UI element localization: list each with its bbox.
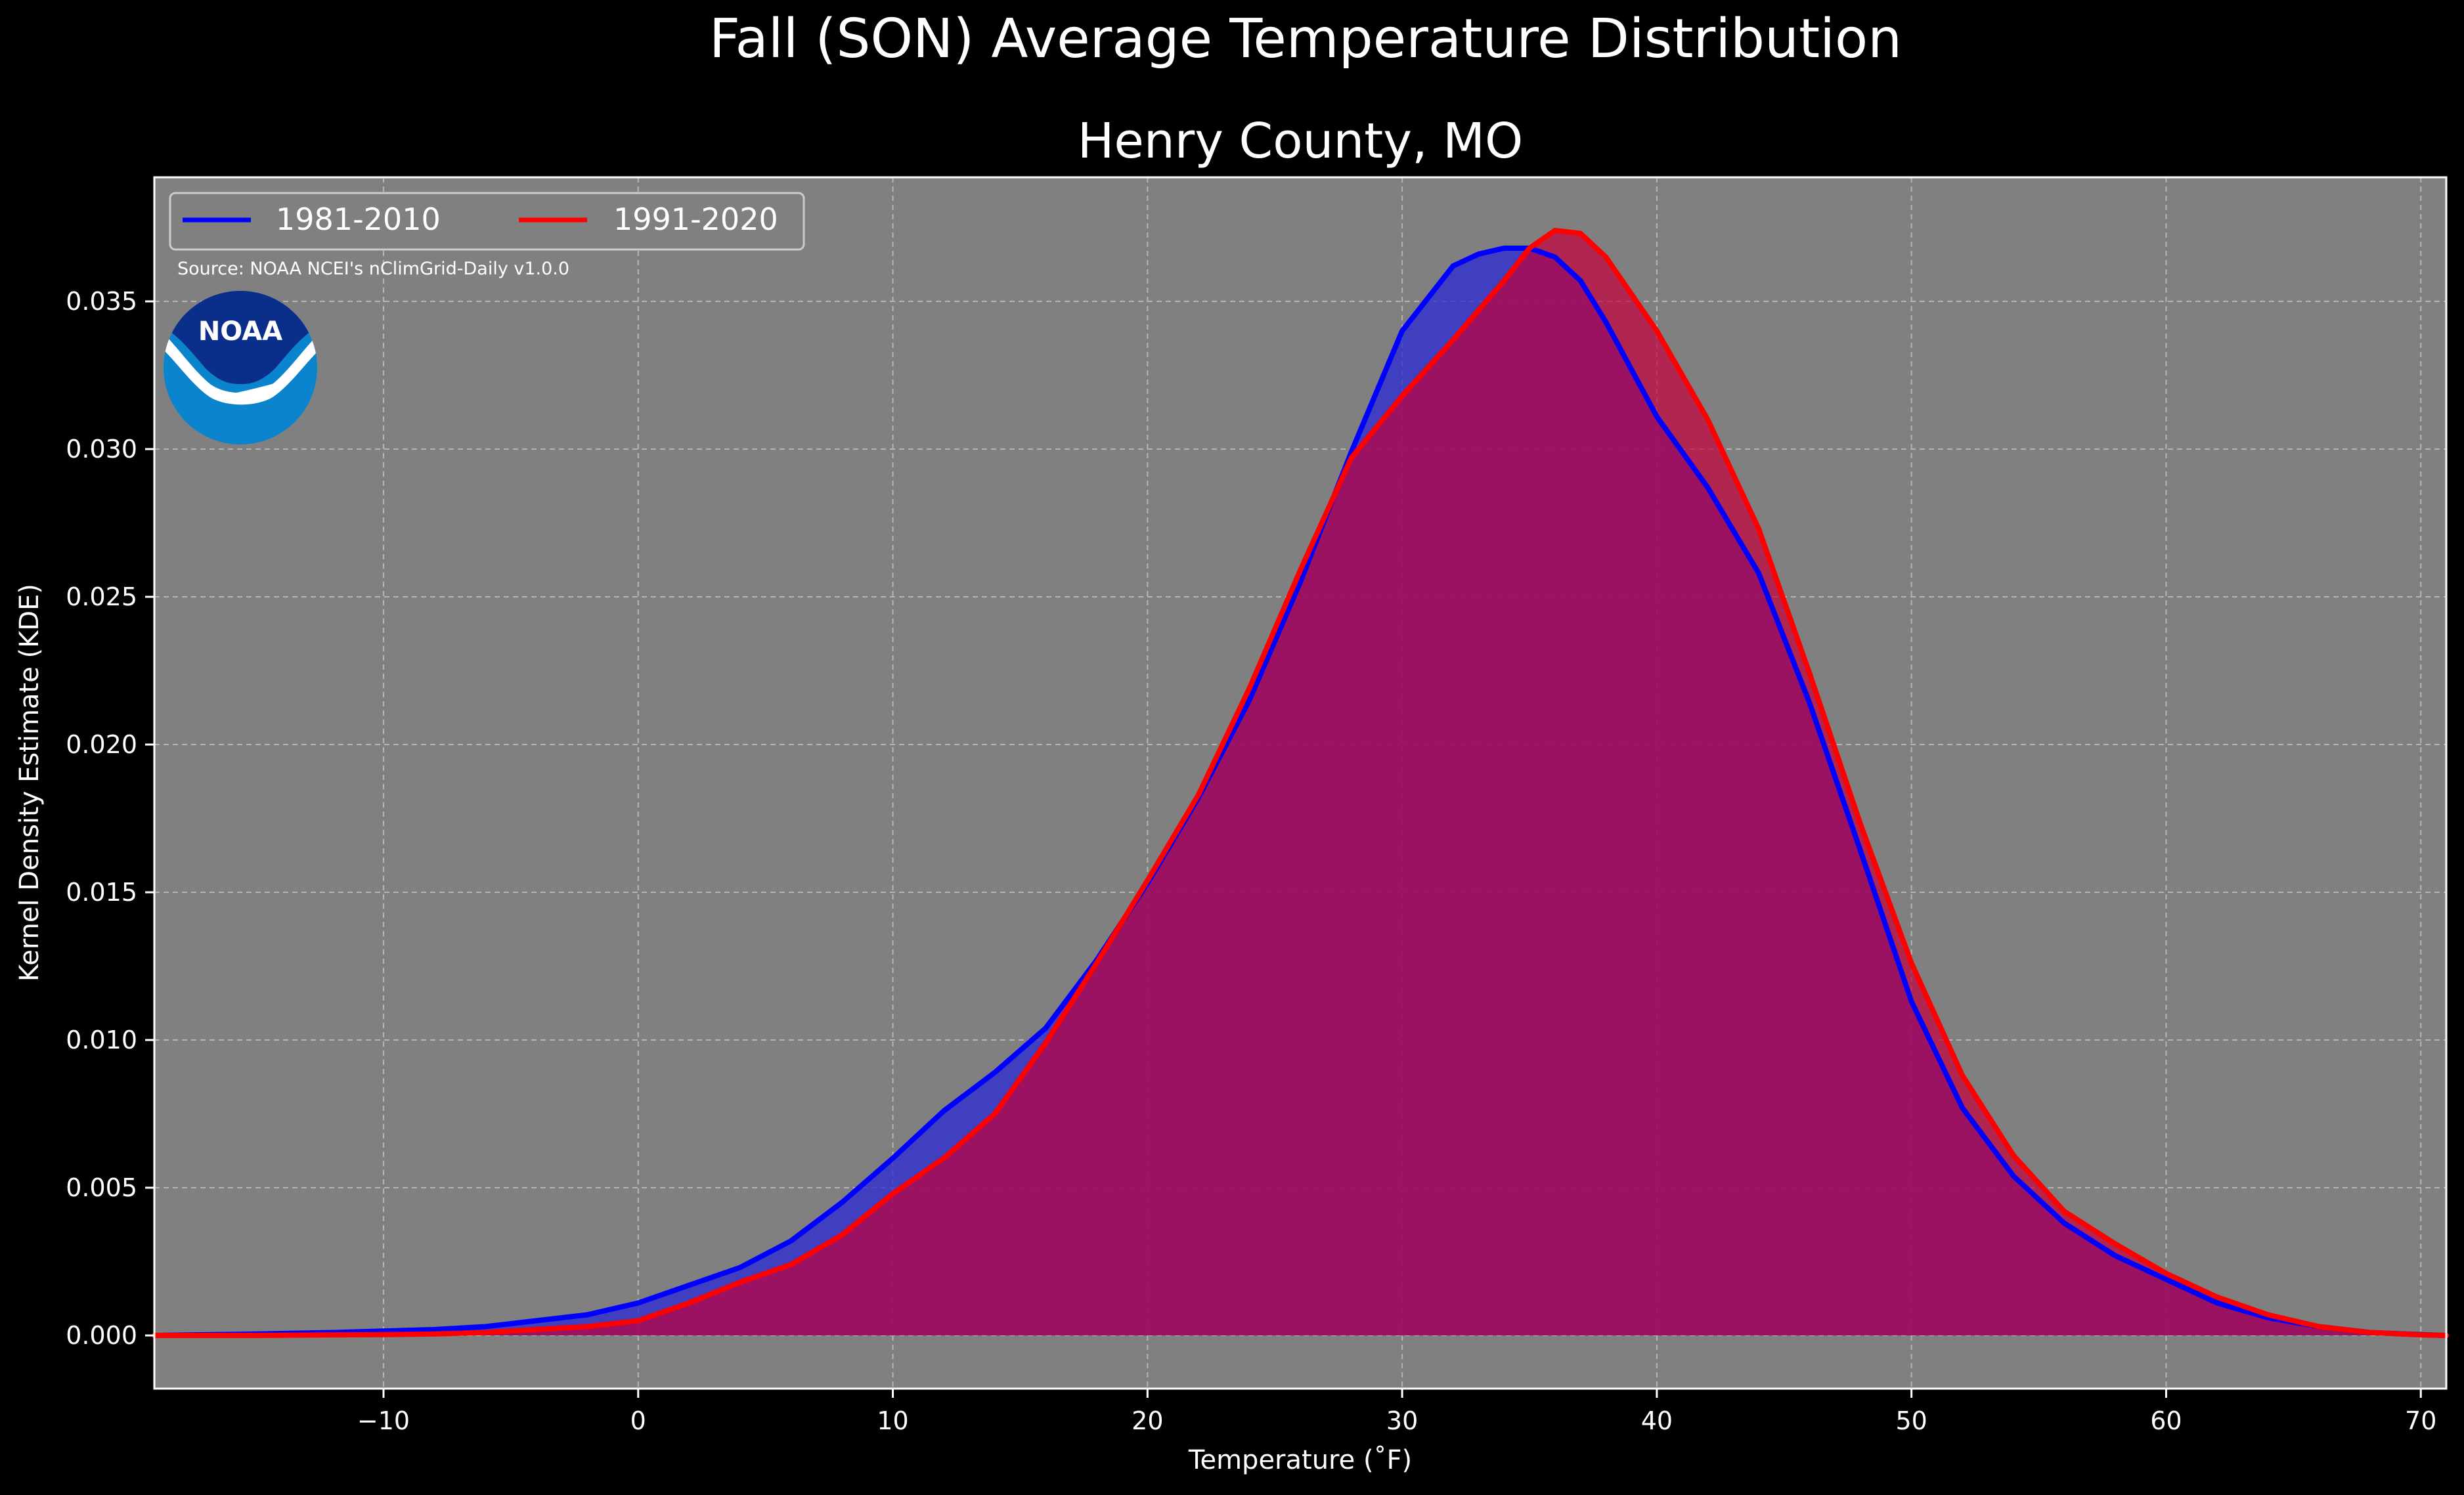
x-axis-label: Temperature (˚F) xyxy=(1188,1445,1412,1475)
x-tick-label-2: 10 xyxy=(877,1406,908,1435)
x-tick-label-5: 40 xyxy=(1641,1406,1673,1435)
series-line-1991-2020 xyxy=(152,228,2449,1338)
legend-label-1981-2010: 1981-2010 xyxy=(276,202,441,237)
source-note: Source: NOAA NCEI's nClimGrid-Daily v1.0… xyxy=(177,259,569,279)
noaa-logo-text: NOAA xyxy=(198,316,282,347)
legend: 1981-2010 1991-2020 xyxy=(169,192,805,251)
plot-border xyxy=(153,176,2448,1390)
x-tick-label-7: 60 xyxy=(2150,1406,2182,1435)
y-tick-label-1: 0.005 xyxy=(66,1173,137,1202)
y-tick-label-0: 0.000 xyxy=(66,1321,137,1350)
y-tick-label-5: 0.025 xyxy=(66,582,137,611)
y-tick-label-6: 0.030 xyxy=(66,435,137,464)
legend-box xyxy=(169,192,805,251)
y-axis-ticks: 0.000 0.005 0.010 0.015 0.020 0.025 0.030 0.035 xyxy=(66,287,154,1350)
series-line-1981-2010 xyxy=(152,246,2449,1338)
legend-label-1991-2020: 1991-2020 xyxy=(613,202,778,237)
x-tick-label-8: 70 xyxy=(2405,1406,2436,1435)
y-axis-label: Kernel Density Estimate (KDE) xyxy=(14,584,45,982)
x-axis-ticks: −10 0 10 20 30 40 50 60 70 xyxy=(357,1389,2436,1435)
x-tick-label-3: 20 xyxy=(1132,1406,1163,1435)
y-tick-label-2: 0.010 xyxy=(66,1026,137,1054)
x-tick-label-1: 0 xyxy=(630,1406,646,1435)
series-fill-1991-2020 xyxy=(154,230,2446,1335)
y-tick-label-4: 0.020 xyxy=(66,730,137,759)
chart-title: Fall (SON) Average Temperature Distribut… xyxy=(709,8,1902,70)
series-layer xyxy=(152,228,2449,1338)
x-tick-label-0: −10 xyxy=(357,1406,410,1435)
y-tick-label-3: 0.015 xyxy=(66,878,137,907)
chart-subtitle: Henry County, MO xyxy=(1078,113,1524,169)
x-tick-label-6: 50 xyxy=(1895,1406,1927,1435)
x-tick-label-4: 30 xyxy=(1386,1406,1418,1435)
y-tick-label-7: 0.035 xyxy=(66,287,137,316)
